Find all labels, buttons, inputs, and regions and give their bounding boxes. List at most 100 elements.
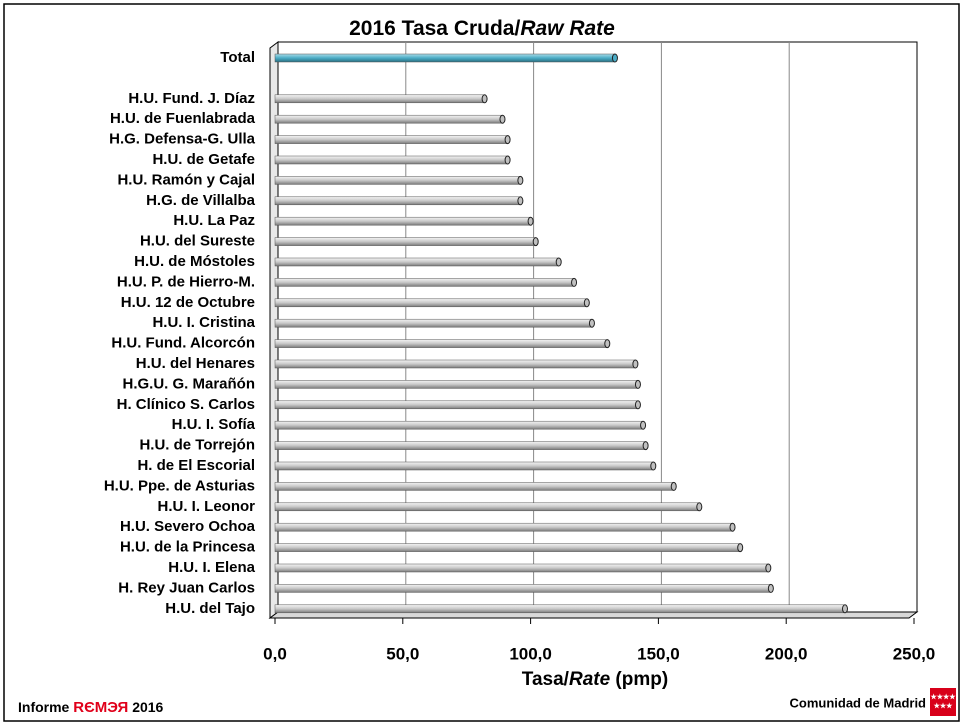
bar-cap (571, 277, 578, 287)
bar-cap (517, 175, 524, 185)
bar (274, 237, 536, 246)
bar-cap (670, 481, 677, 491)
bar-cap (504, 155, 511, 165)
bar (274, 461, 654, 471)
bar-cap (737, 543, 744, 553)
x-label-part: Tasa/ (522, 669, 570, 690)
bar-cap (504, 135, 511, 145)
logo: ★★★★ ★★★ (930, 688, 956, 716)
bar (274, 584, 772, 593)
bar-cap (532, 237, 539, 247)
bar-cap (517, 196, 524, 206)
category-label: H.U. del Tajo (165, 600, 255, 617)
category-label: H.U. de Torrejón (139, 437, 255, 454)
side-wall (269, 41, 279, 619)
footer-part: 2016 (132, 699, 163, 715)
svg-text:★★★: ★★★ (934, 702, 954, 710)
x-label-part: (pmp) (610, 669, 668, 690)
bar (274, 502, 700, 512)
category-label: H.U. La Paz (173, 212, 255, 229)
bar-cap (611, 53, 618, 63)
category-label: H.U. Ramón y Cajal (117, 171, 255, 188)
bar-cap (650, 461, 657, 471)
bar (274, 196, 521, 206)
bar-cap (604, 339, 611, 349)
footer-part: Informe (18, 699, 70, 715)
x-label-part: Rate (569, 669, 611, 690)
bar (274, 135, 508, 144)
category-label: H.U. I. Sofía (172, 416, 256, 433)
category-label: H.U. Fund. J. Díaz (128, 90, 255, 107)
bar (274, 380, 639, 389)
bar-cap (765, 563, 772, 573)
category-label: H.U. Severo Ochoa (120, 518, 256, 535)
bar (274, 420, 644, 430)
bar (274, 278, 575, 287)
bar-cap (634, 379, 641, 389)
x-tick-label: 250,0 (893, 644, 936, 663)
bar-cap (642, 441, 649, 451)
bar-cap (841, 604, 848, 614)
bar (274, 522, 733, 532)
category-label: H. de El Escorial (137, 457, 255, 474)
category-label: H.U. P. de Hierro-M. (117, 273, 255, 290)
bar-cap (588, 318, 595, 328)
category-label: Total (220, 49, 255, 66)
category-label: H.U. del Henares (136, 355, 255, 372)
bar (274, 563, 769, 573)
bar (274, 604, 846, 614)
x-axis-label: Tasa/Rate (pmp) (522, 669, 668, 690)
category-label: H.U. de la Princesa (120, 539, 256, 556)
bar (274, 94, 485, 104)
x-tick-label: 100,0 (509, 644, 552, 663)
category-label: H.U. del Sureste (140, 233, 255, 250)
category-label: H.G. de Villalba (146, 192, 256, 209)
bar-cap (527, 216, 534, 226)
x-tick-label: 150,0 (637, 644, 680, 663)
footer-part: RЄMЭЯ (73, 699, 128, 716)
title-part: Raw Rate (520, 17, 615, 40)
bar (274, 155, 508, 165)
bar-cap (767, 583, 774, 593)
chart-title: 2016 Tasa Cruda/Raw Rate (349, 17, 615, 40)
bar (274, 216, 531, 226)
category-label: H.U. I. Elena (168, 559, 255, 576)
title-part: 2016 Tasa Cruda/ (349, 17, 520, 40)
bar (274, 298, 588, 308)
category-label: H.U. de Móstoles (134, 253, 255, 270)
bar-cap (583, 298, 590, 308)
bar-cap (555, 257, 562, 267)
bar (274, 257, 559, 267)
bar-cap (499, 114, 506, 124)
bar-cap (481, 94, 488, 104)
category-label: H. Rey Juan Carlos (118, 579, 255, 596)
category-label: H.U. I. Cristina (152, 314, 255, 331)
category-label: H.U. de Fuenlabrada (110, 110, 256, 127)
x-tick-label: 200,0 (765, 644, 808, 663)
category-label: H.U. Ppe. de Asturias (104, 477, 255, 494)
bar (274, 543, 741, 552)
bar (274, 482, 674, 491)
category-label: H.U. I. Leonor (158, 498, 256, 515)
footer-left: Informe RЄMЭЯ 2016 (18, 699, 164, 716)
x-tick-label: 0,0 (263, 644, 287, 663)
bar (274, 318, 593, 328)
bar (274, 400, 639, 410)
bar (274, 53, 616, 63)
category-label: H. Clínico S. Carlos (117, 396, 255, 413)
bar-cap (632, 359, 639, 369)
footer-right: Comunidad de Madrid (790, 695, 927, 710)
category-label: H.G. Defensa-G. Ulla (109, 131, 256, 148)
bar-cap (634, 400, 641, 410)
bar-cap (640, 420, 647, 430)
x-tick-label: 50,0 (386, 644, 419, 663)
bar (274, 339, 608, 348)
bar-cap (696, 502, 703, 512)
category-label: H.G.U. G. Marañón (122, 375, 255, 392)
category-label: H.U. 12 de Octubre (121, 294, 255, 311)
category-label: H.U. Fund. Alcorcón (111, 335, 255, 352)
bar (274, 441, 646, 450)
bar (274, 176, 521, 185)
bar (274, 114, 503, 124)
